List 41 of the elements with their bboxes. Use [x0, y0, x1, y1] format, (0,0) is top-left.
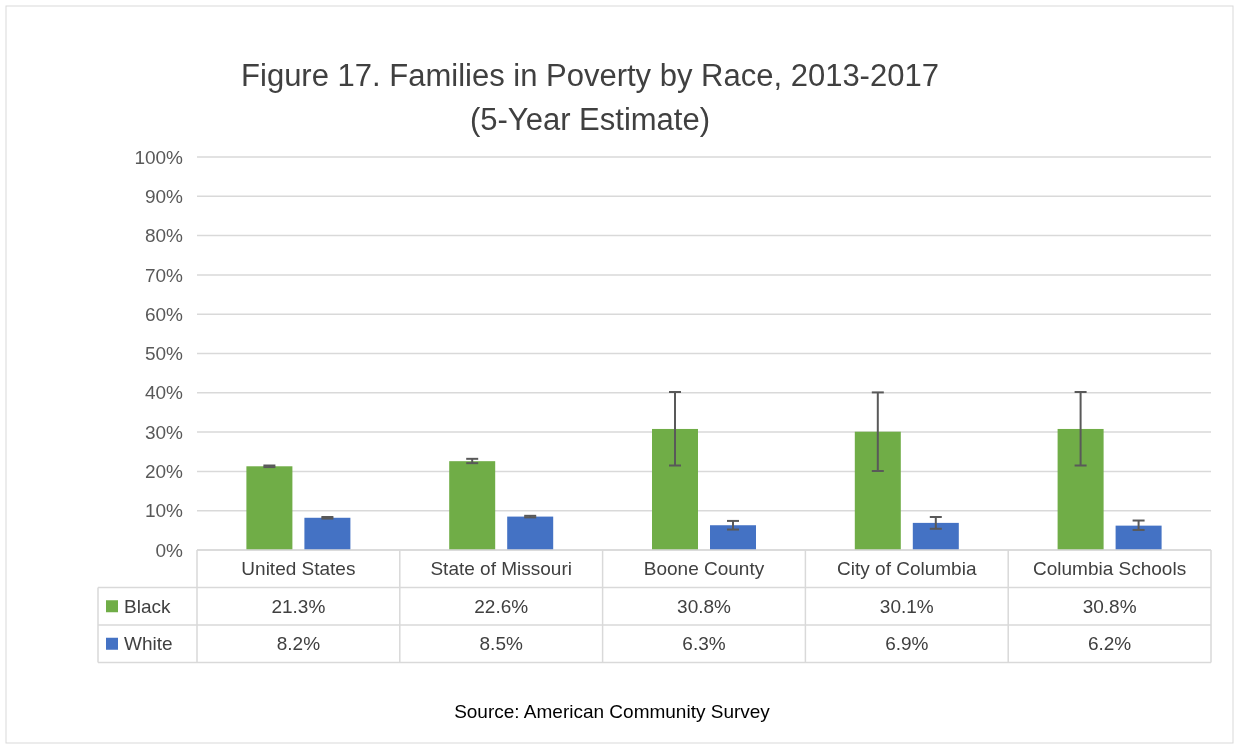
y-tick-label: 50% [144, 343, 184, 365]
bar [710, 525, 756, 550]
data-label: 6.3% [682, 633, 726, 655]
y-tick-label: 90% [144, 185, 184, 207]
y-tick-label: 10% [144, 500, 184, 522]
y-tick-label: 80% [144, 225, 184, 247]
legend-label: White [124, 633, 173, 655]
bar [449, 461, 496, 550]
x-tick-label: State of Missouri [430, 558, 572, 580]
x-tick-label: Boone County [643, 558, 765, 580]
data-label: 30.1% [879, 595, 934, 617]
bar [854, 431, 901, 550]
bar [1057, 428, 1104, 550]
bar [507, 516, 554, 550]
chart-title: Figure 17. Families in Poverty by Race, 2013-2017 [241, 58, 939, 93]
source-note: Source: American Community Survey [454, 701, 771, 722]
y-tick-label: 100% [134, 146, 184, 168]
data-label: 8.5% [479, 633, 523, 655]
data-label: 30.8% [1082, 595, 1137, 617]
y-tick-label: 30% [144, 421, 184, 443]
data-label: 6.9% [885, 633, 929, 655]
bar [1115, 525, 1162, 550]
y-tick-label: 0% [155, 539, 184, 561]
x-tick-label: Columbia Schools [1033, 558, 1187, 580]
legend-label: Black [124, 595, 171, 617]
bar [246, 466, 293, 550]
x-tick-label: United States [241, 558, 356, 580]
y-tick-label: 70% [144, 264, 184, 286]
bar [652, 428, 698, 550]
bar [304, 517, 351, 550]
data-label: 6.2% [1087, 633, 1132, 655]
chart-subtitle: (5-Year Estimate) [469, 102, 711, 137]
y-tick-label: 60% [144, 303, 184, 325]
x-tick-label: City of Columbia [837, 558, 977, 580]
y-tick-label: 20% [144, 461, 184, 483]
data-label: 30.8% [677, 595, 732, 617]
data-label: 21.3% [271, 595, 326, 617]
y-tick-label: 40% [144, 382, 184, 404]
bar [912, 522, 959, 550]
data-label: 8.2% [276, 633, 321, 655]
data-label: 22.6% [474, 595, 529, 617]
